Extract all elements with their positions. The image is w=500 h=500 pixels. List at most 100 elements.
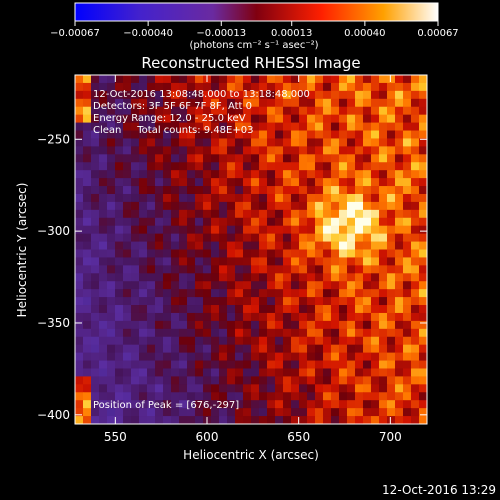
heatmap-cell [179, 352, 188, 361]
heatmap-cell [275, 146, 284, 155]
heatmap-cell [275, 162, 284, 171]
heatmap-cell [91, 400, 100, 409]
heatmap-cell [339, 384, 348, 393]
heatmap-cell [243, 257, 252, 266]
heatmap-cell [275, 376, 284, 385]
heatmap-cell [75, 186, 84, 195]
heatmap-cell [107, 130, 116, 139]
heatmap-cell [347, 297, 356, 306]
heatmap-cell [403, 336, 412, 346]
heatmap-cell [283, 352, 292, 361]
heatmap-cell [179, 400, 188, 409]
heatmap-cell [323, 90, 332, 100]
heatmap-cell [379, 328, 388, 338]
heatmap-cell [419, 186, 427, 195]
heatmap-cell [235, 225, 244, 235]
heatmap-cell [323, 281, 332, 290]
heatmap-cell [91, 297, 100, 306]
heatmap-cell [363, 233, 372, 242]
heatmap-cell [107, 376, 116, 385]
heatmap-cell [91, 114, 100, 123]
heatmap-cell [155, 400, 164, 409]
heatmap-cell [291, 344, 300, 354]
heatmap-cell [131, 122, 140, 131]
heatmap-cell [91, 209, 100, 219]
heatmap-cell [403, 193, 412, 203]
heatmap-cell [251, 328, 260, 338]
heatmap-cell [227, 352, 236, 361]
heatmap-cell [251, 360, 260, 369]
heatmap-cell [243, 209, 252, 219]
heatmap-cell [235, 408, 244, 417]
heatmap-cell [395, 106, 404, 116]
heatmap-cell [307, 344, 316, 354]
heatmap-cell [331, 217, 340, 227]
heatmap-cell [307, 138, 316, 147]
heatmap-cell [179, 297, 188, 306]
heatmap-cell [267, 138, 276, 147]
heatmap-cell [123, 305, 132, 314]
heatmap-cell [299, 186, 308, 195]
heatmap-cell [355, 225, 364, 235]
heatmap-cell [227, 122, 236, 131]
heatmap-cell [291, 241, 300, 250]
heatmap-cell [147, 217, 156, 227]
heatmap-cell [275, 130, 284, 139]
heatmap-cell [355, 201, 364, 211]
heatmap-cell [187, 122, 196, 131]
heatmap-cell [331, 193, 340, 203]
heatmap-cell [307, 241, 316, 250]
heatmap-cell [323, 312, 332, 322]
heatmap-cell [395, 114, 404, 123]
heatmap-cell [251, 193, 260, 203]
heatmap-cell [147, 368, 156, 377]
heatmap-cell [195, 225, 204, 235]
heatmap-cell [371, 98, 380, 108]
heatmap-cell [251, 297, 260, 306]
heatmap-cell [163, 82, 172, 92]
heatmap-cell [107, 82, 116, 92]
heatmap-cell [163, 193, 172, 203]
heatmap-cell [363, 368, 372, 377]
heatmap-cell [203, 154, 212, 163]
heatmap-cell [355, 114, 364, 123]
heatmap-cell [275, 241, 284, 250]
heatmap-cell [75, 344, 84, 354]
heatmap-cell [323, 138, 332, 147]
heatmap-cell [171, 400, 180, 409]
heatmap-cell [267, 384, 276, 393]
heatmap-cell [411, 281, 420, 290]
heatmap-cell [283, 392, 292, 401]
heatmap-cell [379, 257, 388, 266]
heatmap-cell [323, 193, 332, 203]
heatmap-cell [155, 328, 164, 338]
heatmap-cell [403, 360, 412, 369]
heatmap-cell [139, 392, 148, 401]
heatmap-cell [243, 344, 252, 354]
heatmap-cell [339, 178, 348, 187]
heatmap-cell [235, 281, 244, 290]
heatmap-cell [371, 328, 380, 338]
heatmap-cell [419, 368, 427, 377]
heatmap-cell [211, 305, 220, 314]
heatmap-cell [403, 384, 412, 393]
heatmap-cell [187, 289, 196, 298]
heatmap-cell [387, 233, 396, 242]
heatmap-cell [403, 178, 412, 187]
heatmap-cell [331, 273, 340, 282]
heatmap-cell [243, 225, 252, 235]
heatmap-cell [107, 114, 116, 123]
heatmap-cell [139, 122, 148, 131]
heatmap-cell [347, 289, 356, 298]
heatmap-cell [99, 297, 108, 306]
heatmap-cell [411, 154, 420, 163]
heatmap-cell [99, 98, 108, 108]
heatmap-cell [99, 376, 108, 385]
heatmap-cell [139, 82, 148, 92]
heatmap-cell [163, 154, 172, 163]
heatmap-cell [171, 233, 180, 242]
heatmap-cell [163, 352, 172, 361]
heatmap-cell [131, 265, 140, 274]
heatmap-cell [403, 146, 412, 155]
heatmap-cell [243, 376, 252, 385]
